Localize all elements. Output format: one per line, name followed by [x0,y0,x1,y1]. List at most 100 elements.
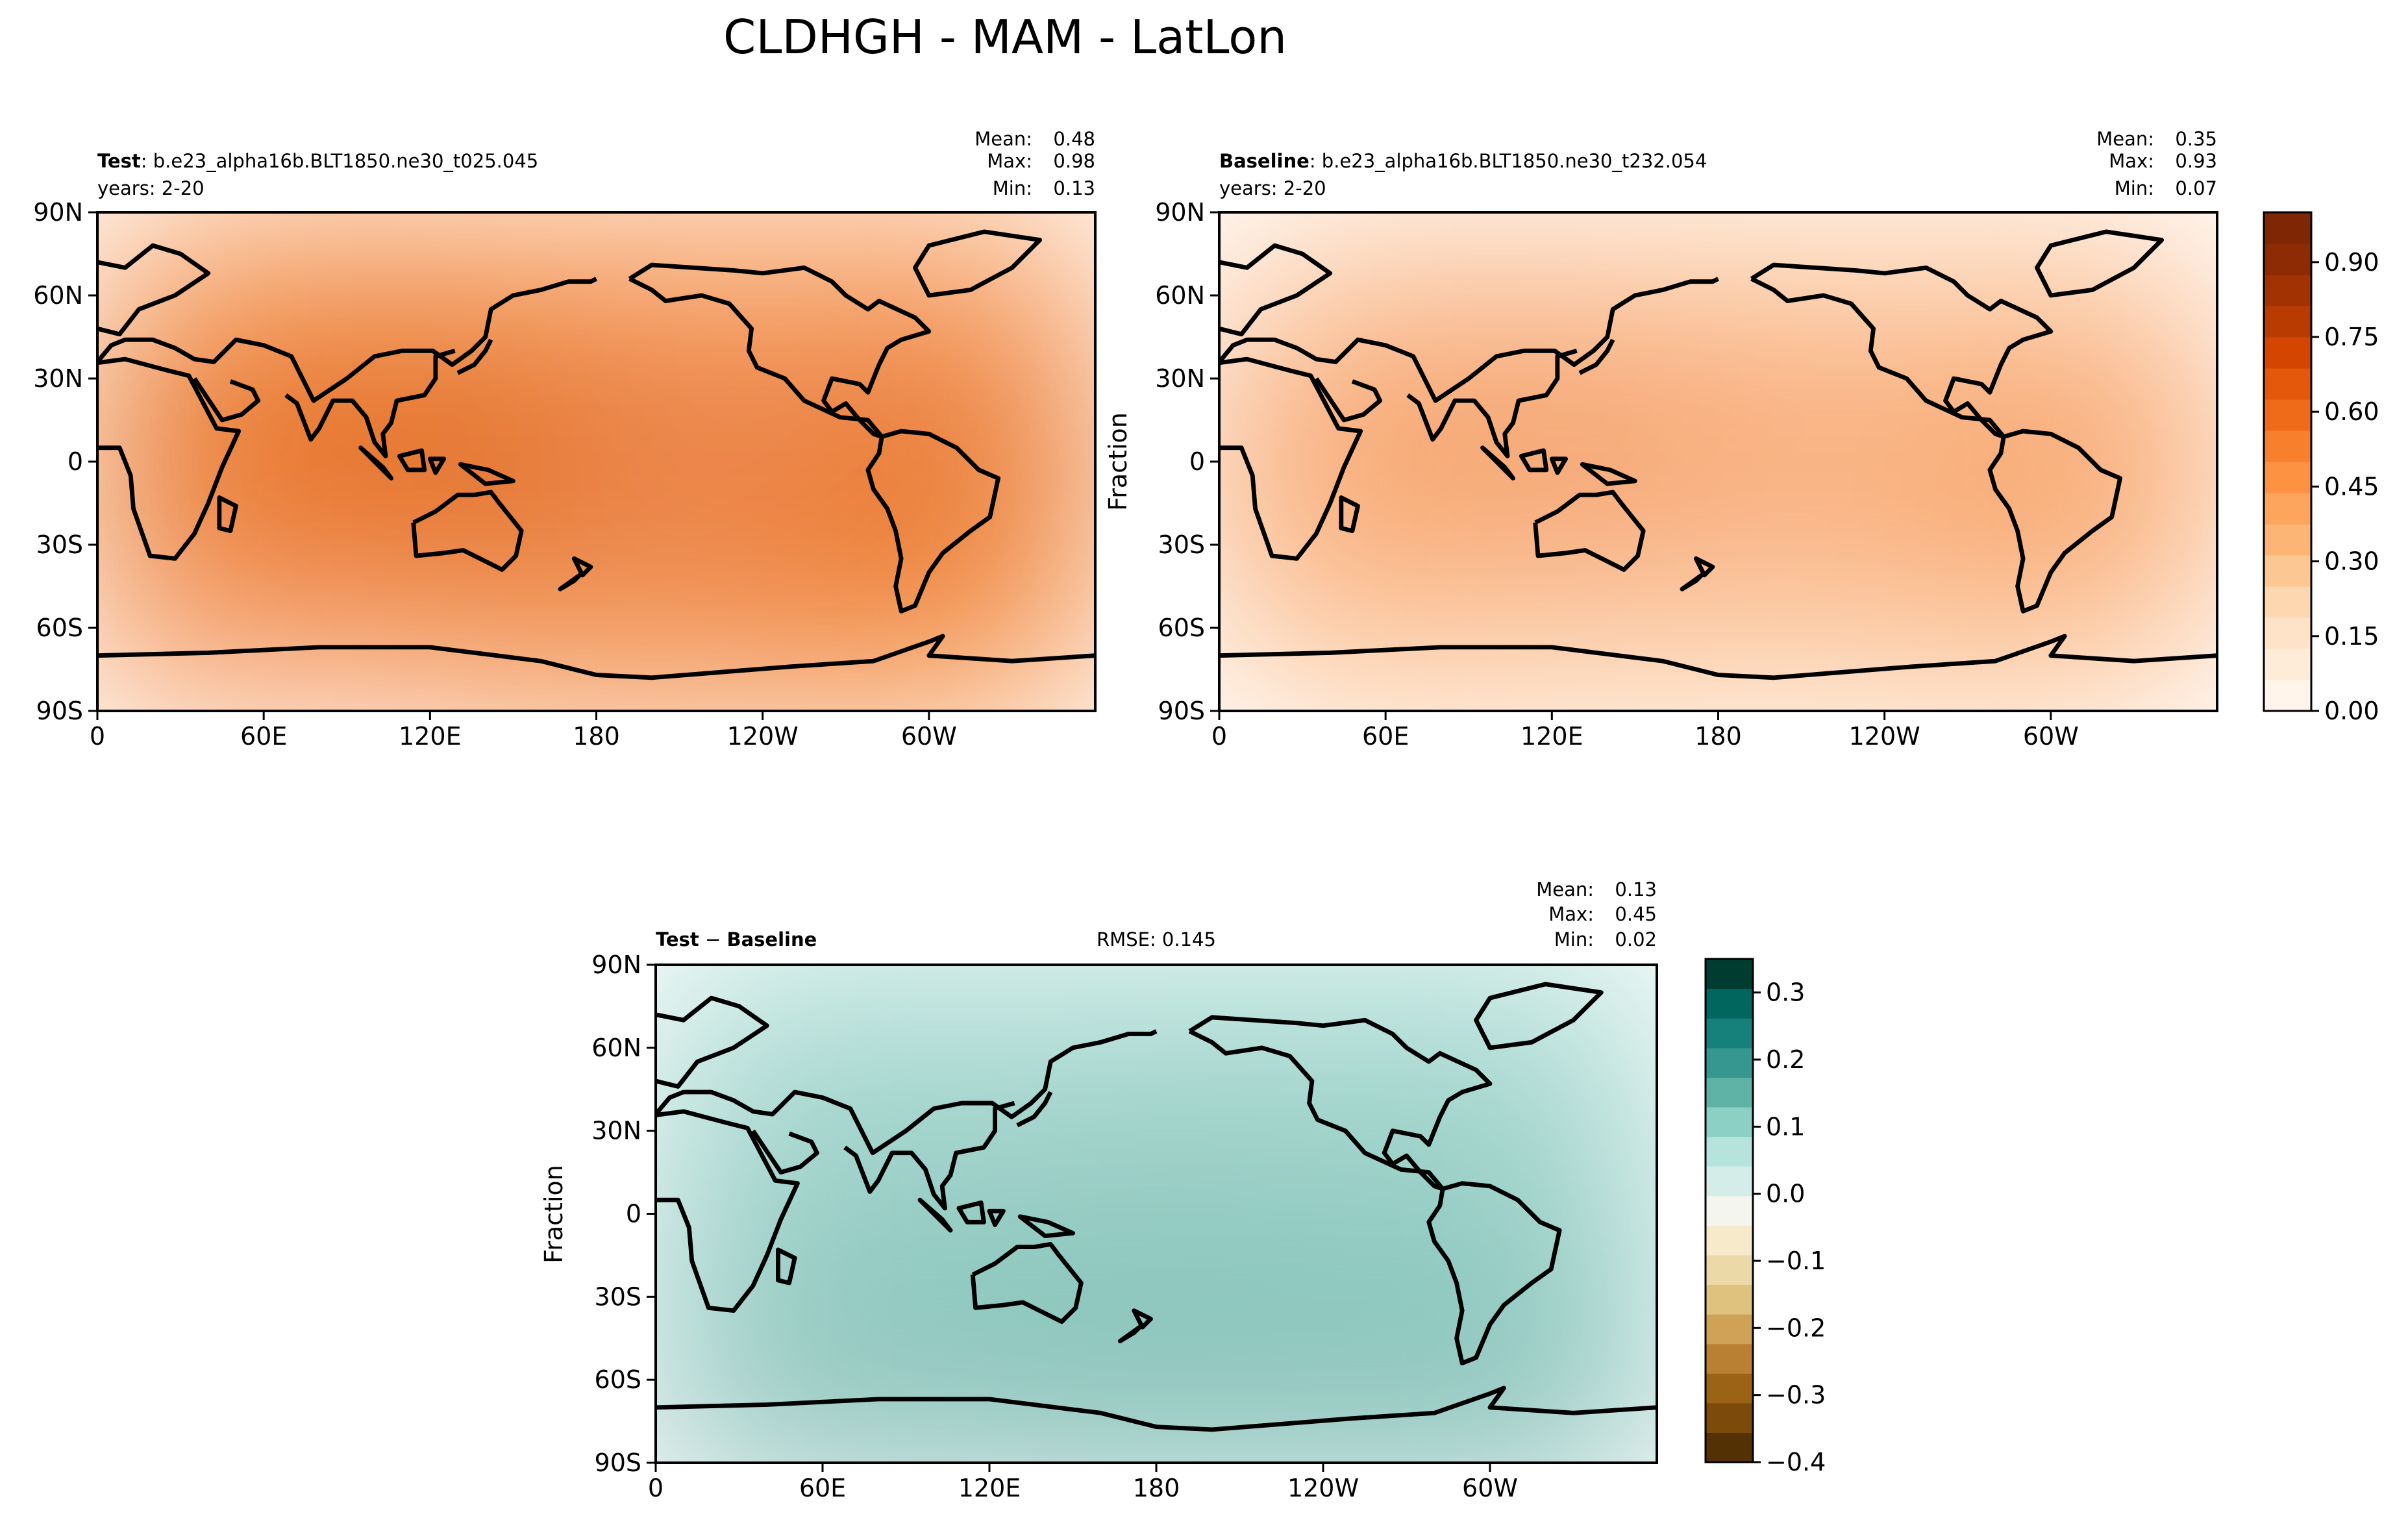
baseline-years: years: 2-20 [1219,177,1326,199]
baseline-colorbar-label: 0.60 [2324,397,2379,426]
baseline-ytick-label: 60S [1158,614,1205,642]
difference-colorbar-label: −0.1 [1766,1247,1826,1275]
baseline-ytick-label: 0 [1189,447,1205,476]
baseline-mean-value: 0.35 [2175,128,2217,150]
difference-colorbar-label: 0.2 [1766,1045,1805,1074]
difference-xtick-label: 120E [958,1474,1021,1502]
difference-colorbar-segment [1706,1343,1753,1374]
test-ytick-label: 30S [36,530,83,559]
difference-colorbar-segment [1706,1432,1753,1463]
baseline-colorbar-label: 0.90 [2324,248,2379,277]
difference-colorbar-segment [1706,1402,1753,1434]
test-xtick-label: 180 [573,722,620,751]
baseline-colorbar-segment [2264,337,2311,369]
test-max-value: 0.98 [1053,150,1095,172]
difference-axes: 0 60E 120E 180 120W 60W 90N 60N 30N 0 30S 60S 90S [591,951,1518,1502]
baseline-colorbar-segment [2264,680,2311,712]
test-ytick-label: 60N [33,281,83,310]
baseline-colorbar: 0.00 0.15 0.30 0.45 0.60 0.75 0.90 [2263,211,2379,725]
baseline-ytick-label: 30N [1155,364,1205,393]
difference-xtick-label: 60W [1462,1474,1518,1502]
difference-colorbar-label: −0.4 [1766,1448,1826,1476]
difference-label: Test − Baseline [656,928,817,951]
baseline-ytick-label: 30S [1158,530,1205,559]
test-xtick-label: 0 [90,722,105,751]
difference-min-value: 0.02 [1615,928,1657,951]
baseline-colorbar-segment [2264,243,2311,275]
baseline-colorbar-label: 0.45 [2324,472,2379,501]
baseline-colorbar-segment [2264,212,2311,244]
difference-colorbar-segment [1706,1047,1753,1078]
test-min-label: Min: [993,177,1032,199]
difference-mean-label: Mean: [1536,878,1594,901]
baseline-colorbar-label: 0.30 [2324,547,2379,576]
baseline-colorbar-segment [2264,306,2311,338]
baseline-ylabel: Fraction [1104,412,1132,511]
baseline-colorbar-segment [2264,430,2311,462]
baseline-max-label: Max: [2109,150,2154,172]
difference-colorbar-segment [1706,1136,1753,1167]
baseline-map-field [1219,212,2217,711]
baseline-ytick-label: 90S [1158,697,1205,725]
test-years: years: 2-20 [97,177,205,199]
difference-colorbar-segment [1706,1254,1753,1286]
difference-colorbar-label: 0.3 [1766,978,1805,1007]
difference-colorbar-label: −0.3 [1766,1381,1826,1410]
difference-ytick-label: 90N [591,951,641,979]
difference-colorbar-label: −0.2 [1766,1313,1826,1342]
difference-ytick-label: 30N [591,1117,641,1145]
difference-colorbar-segment [1706,1018,1753,1049]
test-ytick-label: 0 [68,447,83,476]
difference-xtick-label: 0 [648,1474,664,1502]
difference-colorbar-segment [1706,1195,1753,1226]
baseline-xtick-label: 0 [1211,722,1227,751]
baseline-colorbar-segment [2264,462,2311,493]
difference-colorbar-segment [1706,1166,1753,1197]
baseline-colorbar-label: 0.00 [2324,697,2379,725]
baseline-mean-label: Mean: [2096,128,2154,150]
baseline-ytick-label: 60N [1155,281,1205,310]
test-xtick-label: 120E [399,722,462,751]
panel-difference: Test − Baseline RMSE: 0.145 Mean: 0.13 M… [540,878,1826,1502]
difference-rmse: RMSE: 0.145 [1097,928,1216,951]
baseline-xtick-label: 60E [1362,722,1409,751]
test-ytick-label: 90S [36,697,83,725]
panel-baseline: Baseline: b.e23_alpha16b.BLT1850.ne30_t2… [1104,128,2379,751]
difference-colorbar-label: 0.1 [1766,1112,1805,1141]
difference-colorbar: 0.3 0.2 0.1 0.0 −0.1 −0.2 −0.3 −0.4 [1704,958,1826,1476]
difference-colorbar-segment [1706,1106,1753,1137]
test-ytick-label: 60S [36,614,83,642]
baseline-xtick-label: 180 [1694,722,1742,751]
test-ytick-label: 90N [33,198,83,227]
baseline-min-label: Min: [2115,177,2154,199]
difference-colorbar-segment [1706,1077,1753,1108]
difference-colorbar-segment [1706,988,1753,1019]
baseline-axes: 0 60E 120E 180 120W 60W 90N 60N 30N 0 30S 60S 90S [1155,198,2079,751]
baseline-colorbar-label: 0.15 [2324,622,2379,651]
difference-xtick-label: 120W [1287,1474,1359,1502]
test-axes: 0 60E 120E 180 120W 60W 90N 60N 30N 0 30S 60S 90S [33,198,957,751]
baseline-colorbar-segment [2264,649,2311,680]
baseline-colorbar-segment [2264,399,2311,431]
test-min-value: 0.13 [1053,177,1095,199]
panel-test: Test: b.e23_alpha16b.BLT1850.ne30_t025.0… [33,128,1097,751]
difference-colorbar-segment [1706,1314,1753,1345]
difference-ytick-label: 60N [591,1034,641,1062]
baseline-min-value: 0.07 [2175,177,2217,199]
difference-map-field [656,965,1657,1463]
baseline-xtick-label: 120W [1849,722,1920,751]
test-label: Test: b.e23_alpha16b.BLT1850.ne30_t025.0… [97,150,538,172]
test-mean-value: 0.48 [1053,128,1095,150]
test-map-field [97,212,1095,711]
baseline-label: Baseline: b.e23_alpha16b.BLT1850.ne30_t2… [1219,150,1707,172]
baseline-xtick-label: 120E [1521,722,1583,751]
test-xtick-label: 60E [240,722,287,751]
test-xtick-label: 120W [727,722,799,751]
test-max-label: Max: [987,150,1032,172]
baseline-colorbar-segment [2264,555,2311,587]
baseline-ytick-label: 90N [1155,198,1205,227]
baseline-colorbar-segment [2264,275,2311,306]
difference-colorbar-segment [1706,1284,1753,1315]
difference-colorbar-frame [1704,958,1754,1463]
